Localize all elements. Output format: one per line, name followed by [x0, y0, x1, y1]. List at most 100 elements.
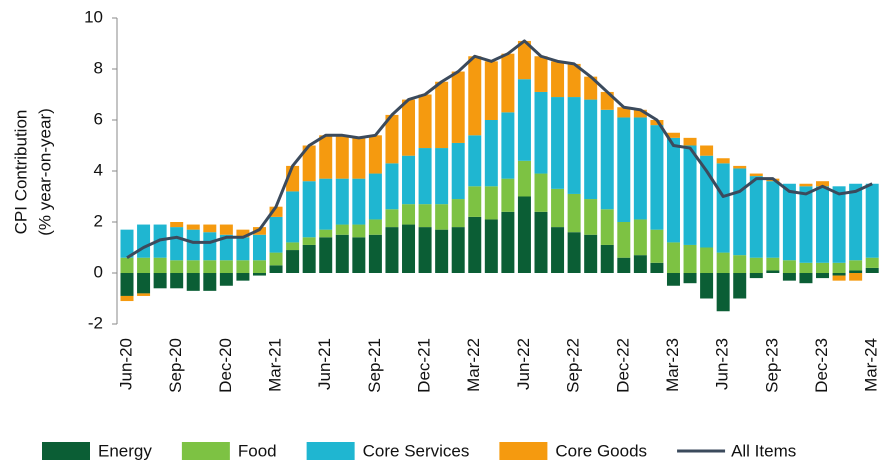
bar-segment	[633, 117, 647, 220]
bar-segment	[252, 234, 266, 261]
legend-swatch	[181, 442, 230, 460]
x-tick-label: Sep-21	[365, 338, 384, 393]
bar-segment	[501, 178, 515, 212]
bar-segment	[302, 145, 316, 182]
bar-segment	[286, 191, 300, 243]
x-tick-label: Dec-21	[415, 338, 434, 393]
bar-segment	[418, 227, 432, 273]
bar-segment	[219, 224, 233, 235]
bar-segment	[534, 56, 548, 92]
bar-segment	[368, 173, 382, 220]
bar-segment	[435, 229, 449, 273]
bar-segment	[203, 260, 217, 273]
x-tick-label: Jun-23	[713, 338, 732, 390]
bar-segment	[153, 273, 167, 289]
legend-label: Core Goods	[555, 441, 647, 460]
bar-segment	[468, 135, 482, 187]
bar-segment	[170, 227, 184, 261]
bar-segment	[402, 224, 416, 273]
bar-segment	[501, 53, 515, 113]
bar-segment	[219, 234, 233, 261]
bar-segment	[683, 244, 697, 273]
bar-segment	[286, 250, 300, 273]
bar-segment	[484, 120, 498, 187]
bar-segment	[352, 224, 366, 238]
bar-segment	[683, 273, 697, 284]
bar-segment	[153, 257, 167, 273]
bar-segment	[567, 232, 581, 273]
bar-segment	[137, 273, 151, 294]
bar-segment	[468, 186, 482, 217]
bar-segment	[733, 255, 747, 273]
bar-segment	[517, 40, 531, 80]
legend-label: All Items	[731, 441, 796, 460]
bar-segment	[252, 273, 266, 276]
legend-label: Energy	[98, 441, 152, 460]
x-tick-label: Dec-23	[812, 338, 831, 393]
bar-segment	[236, 229, 250, 238]
bar-segment	[600, 109, 614, 210]
y-axis-label: CPI Contribution	[11, 110, 30, 235]
bar-segment	[633, 255, 647, 273]
bar-segment	[832, 275, 846, 281]
x-tick-label: Jun-22	[514, 338, 533, 390]
bar-segment	[650, 229, 664, 263]
bar-segment	[633, 219, 647, 256]
bar-segment	[782, 183, 796, 261]
bar-segment	[849, 183, 863, 261]
bar-segment	[484, 61, 498, 120]
bar-segment	[120, 229, 134, 258]
bar-segment	[468, 56, 482, 136]
bar-segment	[451, 199, 465, 228]
bar-segment	[666, 273, 680, 286]
bar-segment	[319, 178, 333, 230]
y-tick-label: 4	[94, 160, 103, 179]
bar-segment	[666, 242, 680, 273]
bar-segment	[335, 234, 349, 273]
bar-segment	[418, 204, 432, 228]
bar-segment	[567, 193, 581, 233]
bar-segment	[451, 227, 465, 273]
bar-segment	[865, 183, 879, 258]
bar-segment	[501, 112, 515, 179]
bar-segment	[137, 293, 151, 296]
bar-segment	[849, 273, 863, 281]
bar-segment	[302, 244, 316, 273]
bar-segment	[451, 71, 465, 143]
bar-segment	[352, 237, 366, 273]
bar-segment	[617, 117, 631, 222]
bar-segment	[551, 188, 565, 228]
bar-segment	[816, 181, 830, 187]
x-tick-label: Mar-22	[464, 338, 483, 392]
bar-segment	[170, 273, 184, 289]
bar-segment	[269, 206, 283, 217]
legend-label: Core Services	[363, 441, 470, 460]
y-tick-label: 0	[94, 262, 103, 281]
bar-segment	[203, 273, 217, 291]
bar-segment	[335, 178, 349, 225]
bar-segment	[484, 186, 498, 220]
bar-segment	[319, 135, 333, 179]
bar-segment	[849, 260, 863, 271]
bar-segment	[352, 137, 366, 179]
bar-segment	[302, 237, 316, 245]
bar-segment	[832, 186, 846, 263]
bar-segment	[269, 265, 283, 273]
bar-segment	[816, 262, 830, 273]
bar-segment	[517, 196, 531, 273]
bar-segment	[236, 260, 250, 273]
bar-segment	[137, 257, 151, 273]
bar-segment	[832, 273, 846, 276]
bar-segment	[567, 63, 581, 98]
bar-segment	[782, 260, 796, 273]
x-tick-label: Mar-24	[862, 338, 881, 392]
bar-segment	[683, 137, 697, 146]
x-tick-label: Sep-23	[762, 338, 781, 393]
bar-segment	[402, 204, 416, 225]
x-tick-label: Mar-21	[266, 338, 285, 392]
legend-swatch	[499, 442, 548, 460]
bar-segment	[766, 257, 780, 271]
bar-segment	[650, 262, 664, 273]
